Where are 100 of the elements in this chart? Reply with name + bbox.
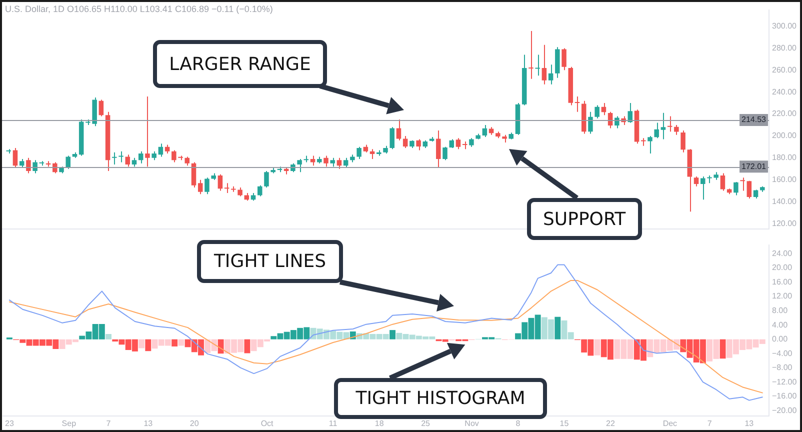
candlestick — [700, 176, 706, 200]
ref-line-label: 214.53 — [742, 115, 767, 124]
candlestick — [390, 126, 394, 150]
candlestick — [324, 155, 328, 168]
candlestick — [218, 174, 223, 192]
candlestick — [720, 172, 726, 192]
candlestick — [456, 138, 461, 150]
candlestick — [264, 170, 269, 188]
x-tick-label: Sep — [62, 419, 77, 428]
y-tick-label: 240.00 — [772, 87, 798, 96]
bar — [106, 334, 112, 340]
candlestick — [343, 157, 348, 168]
x-tick-label: 7 — [106, 419, 112, 428]
candlestick — [297, 158, 302, 173]
x-tick-label: 22 — [606, 419, 616, 428]
annotation: TIGHT LINES — [197, 240, 343, 283]
candlestick — [614, 116, 620, 129]
x-tick-label: Nov — [464, 419, 479, 428]
x-tick-label: 7 — [707, 419, 712, 428]
candlestick — [574, 96, 580, 112]
candlestick — [548, 64, 554, 85]
x-tick-label: 13 — [144, 419, 154, 428]
y-tick-label: 140.00 — [772, 196, 798, 206]
annotation: U.S. Dollar, 1D O106.65 H110.00 L103.41 C106.89 −0.11 (−0.10%) — [5, 4, 273, 14]
candlestick — [191, 162, 196, 188]
candlestick — [310, 155, 316, 166]
bar — [172, 339, 178, 346]
candlestick — [98, 99, 104, 117]
candlestick — [138, 150, 144, 164]
y-tick-label: 20.00 — [772, 263, 793, 272]
candlestick — [734, 182, 738, 196]
candlestick — [640, 138, 646, 146]
candlestick — [740, 177, 745, 192]
x-tick-label: Oct — [260, 419, 274, 428]
x-tick-label: 18 — [374, 419, 384, 428]
y-tick-label: 16.00 — [772, 277, 793, 286]
candlestick — [674, 124, 679, 136]
y-tick-label: 180.00 — [772, 153, 798, 162]
candlestick — [562, 48, 566, 71]
candlestick — [680, 130, 686, 153]
candlestick — [198, 179, 203, 195]
candlestick — [694, 176, 699, 187]
candlestick — [654, 122, 659, 139]
y-tick-label: −12.00 — [772, 377, 798, 386]
candlestick — [304, 155, 309, 163]
annotation: TIGHT HISTOGRAM — [334, 378, 547, 419]
candlestick — [667, 116, 672, 132]
candlestick — [257, 184, 262, 197]
x-tick-label: 15 — [560, 419, 570, 428]
bar — [244, 339, 250, 354]
y-tick-label: 160.00 — [772, 175, 798, 184]
candlestick — [66, 155, 70, 170]
ref-line-label: 172.01 — [742, 162, 767, 171]
candlestick — [442, 146, 448, 161]
candlestick — [112, 152, 117, 165]
candlestick — [528, 30, 534, 80]
bar — [720, 339, 726, 359]
bar — [594, 339, 600, 356]
candlestick — [26, 157, 31, 174]
y-tick-label: −16.00 — [772, 392, 798, 401]
x-tick-label: 13 — [744, 419, 754, 428]
candlestick — [336, 157, 342, 170]
candlestick — [356, 146, 362, 160]
y-tick-label: −20.00 — [772, 406, 798, 415]
x-tick-label: 25 — [421, 419, 431, 428]
candlestick — [535, 54, 540, 76]
candlestick — [402, 135, 408, 149]
y-tick-label: 200.00 — [772, 131, 798, 140]
candlestick — [660, 112, 666, 140]
candlestick — [542, 44, 547, 85]
x-tick-label: 8 — [516, 419, 521, 428]
candlestick — [224, 182, 230, 194]
y-tick-label: 0.00 — [772, 334, 788, 344]
y-tick-label: 8.00 — [772, 306, 788, 315]
candlestick — [145, 96, 150, 168]
y-tick-label: 300.00 — [772, 21, 798, 30]
y-tick-label: 260.00 — [772, 65, 798, 74]
candlestick — [482, 124, 488, 138]
bar — [138, 339, 145, 348]
y-tick-label: −8.00 — [772, 363, 793, 372]
y-tick-label: 120.00 — [772, 218, 798, 228]
x-tick-label: 23 — [4, 419, 14, 428]
candlestick — [396, 119, 402, 141]
y-tick-label: 4.00 — [772, 320, 788, 330]
candlestick — [32, 160, 38, 174]
candlestick — [436, 130, 441, 168]
bar — [554, 316, 561, 340]
candlestick — [601, 102, 606, 116]
annotation: LARGER RANGE — [153, 40, 327, 88]
bar — [390, 330, 396, 340]
x-tick-label: 20 — [190, 419, 200, 428]
y-tick-label: 12.00 — [772, 292, 793, 301]
candlestick — [588, 111, 593, 134]
candlestick — [648, 135, 652, 154]
candlestick — [118, 150, 124, 163]
bar — [145, 339, 152, 352]
candlestick — [416, 138, 421, 151]
annotation: SUPPORT — [527, 198, 642, 240]
y-tick-label: 280.00 — [772, 43, 798, 52]
candlestick — [204, 177, 210, 195]
